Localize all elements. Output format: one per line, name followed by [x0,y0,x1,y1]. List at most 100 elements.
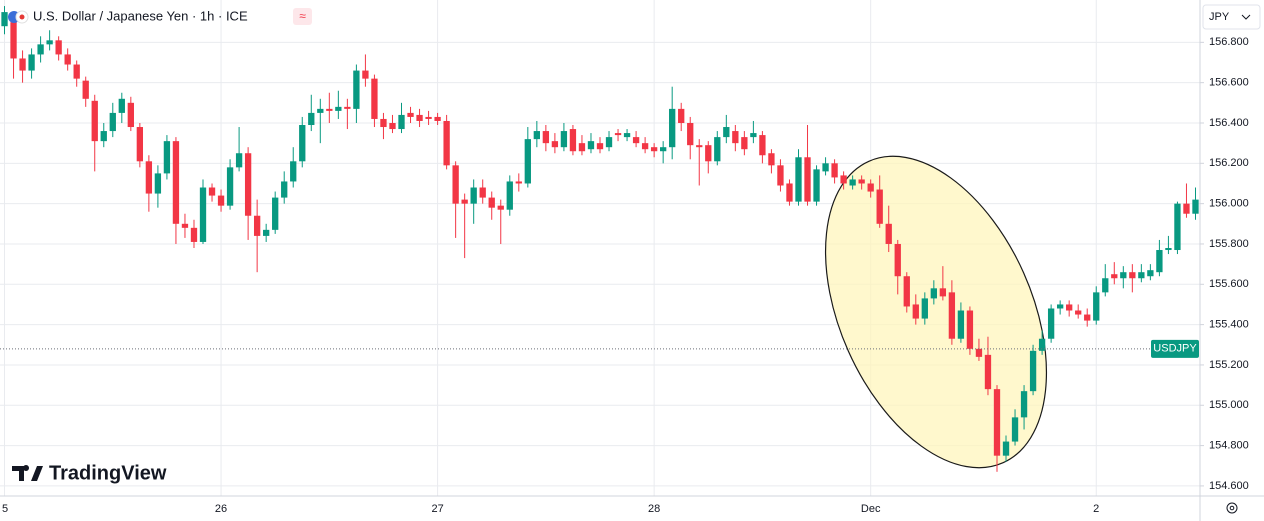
candle-body [813,169,820,202]
candle-body [443,120,450,166]
y-tick-label: 155.000 [1209,399,1249,411]
candle-body [930,288,937,299]
gear-icon[interactable] [1226,502,1238,514]
candle-body [984,354,992,390]
candles [1,6,1199,472]
candle-body [732,131,739,144]
candle-body [497,205,504,210]
logo-mark [12,465,43,481]
candle-body [470,187,477,204]
candle-body [226,167,234,206]
candle-body [966,310,974,349]
candle-body [217,195,225,206]
header: U.S. Dollar / Japanese Yen · 1h · ICE ≈ [8,8,312,25]
status-icon: ≈ [299,9,306,23]
x-tick-label: 27 [431,503,443,515]
candle-body [1,12,8,27]
candle-body [1066,304,1073,311]
candle-body [37,44,44,55]
flag-jp-dot [19,14,25,20]
candle-body [362,70,369,79]
candle-body [840,175,847,184]
candle-body [1075,310,1082,315]
candle-body [1129,272,1136,279]
candle-body [650,147,658,152]
candle-body [190,227,198,242]
candle-body [272,197,279,230]
candle-body [208,187,216,196]
candle-body [1002,441,1010,456]
candle-body [290,161,297,182]
candle-body [380,118,387,128]
candle-body [551,141,559,148]
candle-body [786,183,793,202]
currency-label: JPY [1209,11,1230,23]
candle-body [714,137,721,162]
candle-body [1120,272,1127,279]
candle-body [948,292,956,339]
candle-body [308,112,315,126]
candle-body [416,114,423,121]
candle-body [479,187,486,198]
gear-hub [1229,505,1235,511]
candle-body [975,348,983,357]
status-badge[interactable] [293,8,312,25]
y-tick-label: 155.400 [1209,319,1249,331]
candle-body [154,173,162,194]
candle-body [317,108,324,113]
candle-body [1192,199,1199,214]
candle-body [741,137,748,150]
candle-body [705,145,712,162]
candle-body [19,58,26,71]
candle-body [127,102,134,128]
candle-body [109,112,116,132]
candle-body [344,106,351,109]
highlight-ellipse [824,155,1048,469]
candle-body [750,133,757,138]
y-tick-label: 156.600 [1209,77,1249,89]
candle-body [903,276,910,307]
grid [0,0,1200,496]
symbol-title: U.S. Dollar / Japanese Yen · 1h · ICE [33,8,248,23]
y-tick-label: 156.800 [1209,36,1249,48]
logo: TradingView [12,462,167,484]
candle-body [398,114,405,130]
candle-body [46,40,53,45]
candle-body [660,147,667,152]
chevron [1241,14,1251,20]
candle-body [1029,350,1037,392]
candle-body [596,143,604,150]
candle-body [623,133,631,138]
candle-body [434,116,441,121]
y-tick-label: 156.400 [1209,117,1249,129]
price-label-box [1151,339,1199,358]
candle-body [1056,304,1064,309]
candle-body [560,131,568,148]
candle-body [488,197,495,208]
candle-body [389,122,396,130]
candle-body [1174,203,1181,251]
dropdown-box[interactable] [1202,4,1261,30]
candle-body [885,223,892,244]
candle-body [235,153,243,168]
candle-body [993,389,1001,456]
candle-body [912,304,919,319]
candle-body [921,298,928,319]
candle-body [777,165,784,186]
currency-dropdown[interactable]: JPY [1202,4,1261,30]
candle-body [894,243,901,277]
candle-body [605,137,613,148]
candle-body [1147,270,1154,277]
candle-body [244,153,252,216]
y-tick-label: 156.000 [1209,198,1249,210]
candle-body [506,181,513,210]
candle-body [1102,278,1109,293]
candle-body [1047,308,1055,339]
candle-body [632,137,640,144]
candle-body [876,189,883,224]
candle-body [867,183,874,192]
candle-body [461,199,468,204]
settings-button[interactable] [1226,502,1238,514]
candle-body [1165,248,1172,251]
